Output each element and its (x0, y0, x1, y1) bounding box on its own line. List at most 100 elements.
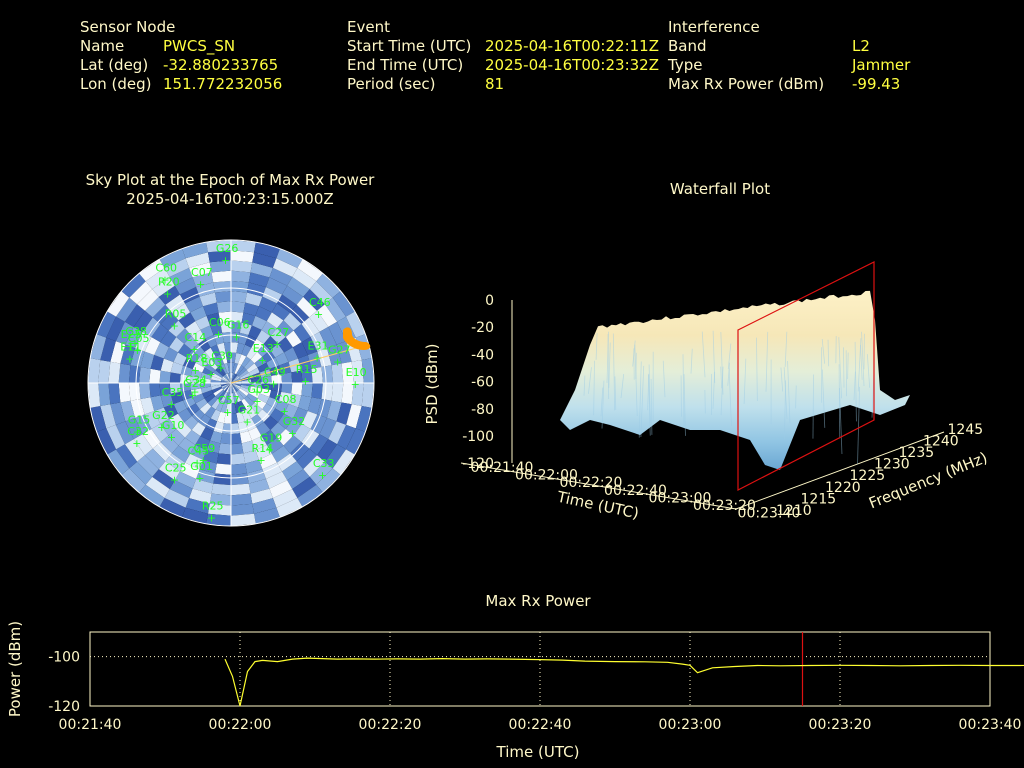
sky-cell (270, 408, 285, 423)
sky-cell (246, 347, 258, 360)
sky-cell (237, 354, 247, 366)
sky-cell (252, 252, 277, 268)
sky-cell (258, 296, 277, 313)
sky-cell (190, 444, 207, 460)
sky-cell (164, 489, 190, 508)
sky-cell (283, 312, 302, 331)
sky-cell (221, 377, 231, 383)
sky-cell (168, 428, 186, 446)
sky-cell (257, 362, 270, 373)
sky-cell (192, 478, 214, 494)
sky-cell (237, 367, 247, 377)
sky-cell (262, 462, 283, 479)
sky-cell (231, 383, 235, 394)
sky-cell (284, 347, 299, 363)
satellite-marker: + (188, 389, 197, 402)
sky-cell (293, 423, 311, 443)
sky-cell (261, 429, 277, 445)
sky-cell (243, 302, 259, 316)
satellite-marker: + (207, 511, 216, 524)
sky-cell (220, 433, 231, 445)
sky-cell (165, 453, 186, 472)
sky-cell (106, 424, 125, 450)
satellite-marker: + (133, 344, 142, 357)
sky-cell (307, 397, 322, 415)
satellite-marker: + (252, 386, 261, 399)
sky-cell (160, 435, 179, 454)
sky-cell (231, 493, 253, 506)
satellite-label: C38 (125, 325, 147, 338)
sky-cell (231, 383, 237, 393)
interference-power-label: Max Rx Power (dBm) (668, 75, 825, 93)
sensor-lon-value: 151.772232056 (163, 75, 283, 93)
sky-cell (100, 404, 116, 429)
satellite-marker: + (314, 308, 323, 321)
sky-cell (248, 478, 270, 494)
satellite-label: R25 (202, 499, 224, 512)
sky-cell (121, 468, 146, 493)
sky-cell (224, 383, 231, 392)
sky-cell (211, 270, 231, 283)
sky-cell (246, 393, 258, 403)
sensor-heading: Sensor Node (80, 18, 176, 36)
sky-cell (231, 311, 244, 323)
sky-cell (209, 260, 231, 273)
satellite-label: G28 (183, 377, 206, 390)
satellite-marker: + (232, 331, 241, 344)
satellite-label: C60 (155, 262, 177, 275)
sky-cell (351, 359, 364, 383)
sky-cell (98, 359, 111, 383)
sky-cell (184, 336, 199, 351)
sky-cell (251, 338, 264, 352)
sky-cell (204, 347, 216, 360)
sky-cell (310, 414, 327, 435)
sky-cell (282, 461, 304, 481)
sky-cell (144, 337, 161, 356)
satellite-label: C26 (247, 374, 269, 387)
sky-cell (231, 362, 235, 373)
sky-cell (184, 415, 199, 430)
sky-cell (336, 402, 352, 425)
sky-cell (254, 242, 280, 259)
sky-cell (185, 498, 210, 514)
sky-cell (221, 383, 231, 389)
sky-cell (200, 383, 211, 389)
satellite-label: C33 (313, 457, 335, 470)
sky-cell (210, 430, 223, 444)
sky-cell (317, 439, 338, 462)
sky-cell (227, 362, 231, 373)
satellite-marker: + (351, 378, 360, 391)
sky-cell (301, 337, 318, 356)
sky-cell (90, 406, 107, 432)
sky-cell (154, 407, 170, 424)
sky-cell (250, 488, 273, 504)
sky-cell (211, 386, 223, 394)
sky-cell (254, 356, 267, 368)
satellite-label: G27 (328, 343, 351, 356)
sky-cell (121, 273, 146, 298)
sky-cell (281, 372, 293, 383)
sky-cell (256, 422, 271, 437)
sky-cell (199, 351, 212, 364)
sky-cell (198, 338, 211, 352)
sky-cell (231, 291, 247, 303)
sky-cell (236, 411, 245, 424)
sky-cell (211, 483, 231, 496)
satellite-marker: + (125, 352, 134, 365)
satellite-marker: + (126, 340, 135, 353)
sky-cell (287, 276, 310, 297)
sky-cell (139, 259, 165, 282)
sky-cell (124, 304, 145, 327)
sky-cell (210, 376, 222, 382)
sky-cell (217, 365, 226, 376)
sky-cell (220, 363, 228, 375)
sky-cell (231, 433, 242, 445)
sky-cell (160, 312, 179, 331)
sky-cell (254, 398, 267, 410)
sky-cell (296, 296, 318, 318)
sky-cell (151, 323, 169, 343)
satellite-marker: + (214, 328, 223, 341)
sky-cell (106, 316, 125, 342)
sky-cell (110, 402, 126, 425)
